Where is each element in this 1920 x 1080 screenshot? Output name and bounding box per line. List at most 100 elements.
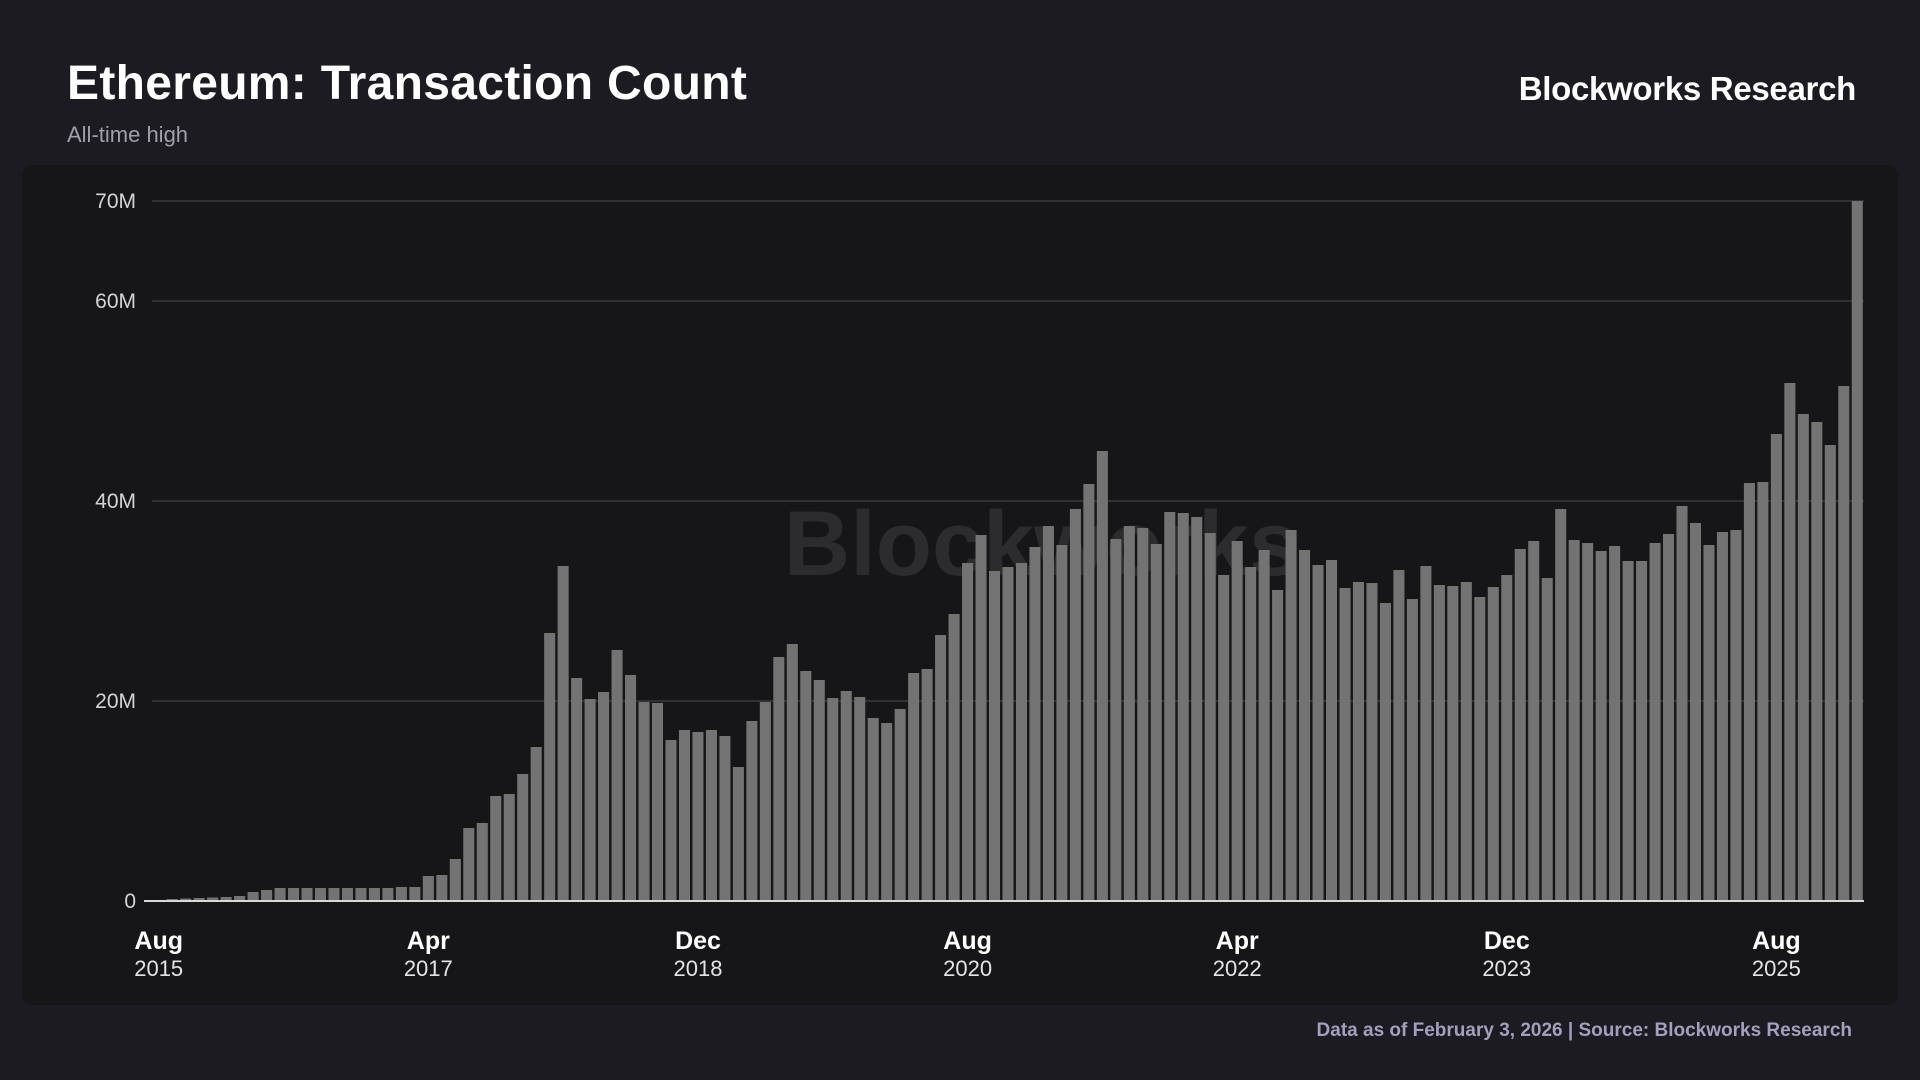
bar (1312, 565, 1324, 901)
bar (800, 671, 812, 901)
bar (180, 898, 192, 901)
bar (975, 535, 987, 901)
bar (665, 740, 677, 901)
bar (962, 563, 974, 901)
bar (557, 566, 569, 901)
bar (1663, 534, 1675, 901)
bar (1555, 509, 1567, 901)
bar (1191, 517, 1203, 901)
bar (692, 732, 704, 901)
x-tick-month: Apr (1216, 927, 1259, 955)
bar (314, 888, 327, 901)
bar (544, 633, 556, 901)
bar (1797, 414, 1809, 901)
bar (328, 888, 340, 901)
bar (1474, 597, 1486, 901)
x-tick-year: 2025 (1752, 956, 1801, 981)
bar (746, 721, 758, 901)
bar (1838, 386, 1850, 901)
bar (409, 887, 421, 901)
bar (881, 723, 893, 901)
bar (436, 875, 448, 901)
bar (247, 892, 259, 901)
bar (368, 888, 380, 901)
bar (1069, 509, 1081, 901)
bar (288, 888, 300, 901)
bar (1689, 523, 1702, 901)
chart-subtitle: All-time high (67, 122, 189, 147)
bar (719, 736, 731, 901)
bar (395, 887, 407, 901)
x-tick-month: Aug (134, 927, 183, 955)
x-tick-year: 2018 (674, 956, 723, 981)
bar (584, 699, 596, 901)
bar (1582, 543, 1594, 901)
bar (1150, 544, 1162, 901)
bar (1636, 561, 1648, 901)
bar (813, 680, 825, 901)
bar (1851, 201, 1863, 901)
bar (894, 709, 906, 901)
x-tick-year: 2020 (943, 956, 992, 981)
x-tick-year: 2017 (404, 956, 453, 981)
bar (638, 702, 650, 901)
bar (1447, 586, 1459, 901)
bar (1326, 560, 1338, 901)
bar (1757, 482, 1769, 901)
bar (611, 650, 623, 901)
bar (341, 888, 353, 901)
x-tick-year: 2023 (1482, 956, 1531, 981)
bar (1042, 526, 1054, 901)
bar (301, 888, 313, 901)
bar (571, 678, 583, 901)
bar (598, 692, 610, 901)
chart-title: Ethereum: Transaction Count (67, 57, 748, 110)
bar (948, 614, 960, 901)
bar (678, 730, 690, 901)
bar (1501, 575, 1513, 901)
bar (490, 796, 502, 901)
bar (1730, 530, 1742, 901)
bar (1272, 590, 1284, 901)
bar (1366, 583, 1378, 901)
bar (1056, 545, 1068, 901)
bar (1433, 585, 1445, 901)
bar (1568, 540, 1580, 901)
bar (854, 697, 866, 901)
bar (1164, 512, 1176, 901)
bar (1811, 422, 1823, 901)
bar (867, 718, 879, 901)
bar (1285, 530, 1297, 901)
bar (908, 673, 920, 901)
bar (1541, 578, 1553, 901)
bar (1218, 575, 1230, 901)
bar (422, 876, 434, 901)
bar (651, 703, 664, 901)
bar (1743, 483, 1755, 901)
x-tick-month: Dec (1484, 927, 1530, 955)
bar (1245, 567, 1257, 901)
bar (827, 698, 839, 901)
bar (1460, 582, 1472, 901)
bar (463, 828, 475, 901)
bar (1595, 551, 1607, 901)
bar (449, 859, 461, 901)
y-axis: 0 20M 40M 60M 70M (95, 190, 136, 913)
bar (234, 896, 246, 901)
bar (1029, 547, 1041, 901)
bar (193, 898, 205, 901)
x-tick-month: Aug (1752, 927, 1801, 955)
bar (1231, 541, 1243, 901)
bar (530, 747, 542, 901)
bar (921, 669, 933, 901)
bar (261, 890, 273, 901)
bar (1824, 445, 1836, 901)
y-tick-label: 70M (95, 190, 136, 213)
bar (1123, 526, 1135, 901)
bar-series (153, 201, 1863, 901)
bar (705, 730, 717, 901)
x-axis: Aug2015Apr2017Dec2018Aug2020Apr2022Dec20… (134, 927, 1801, 981)
bar (1420, 566, 1432, 901)
y-tick-label: 40M (95, 490, 136, 513)
